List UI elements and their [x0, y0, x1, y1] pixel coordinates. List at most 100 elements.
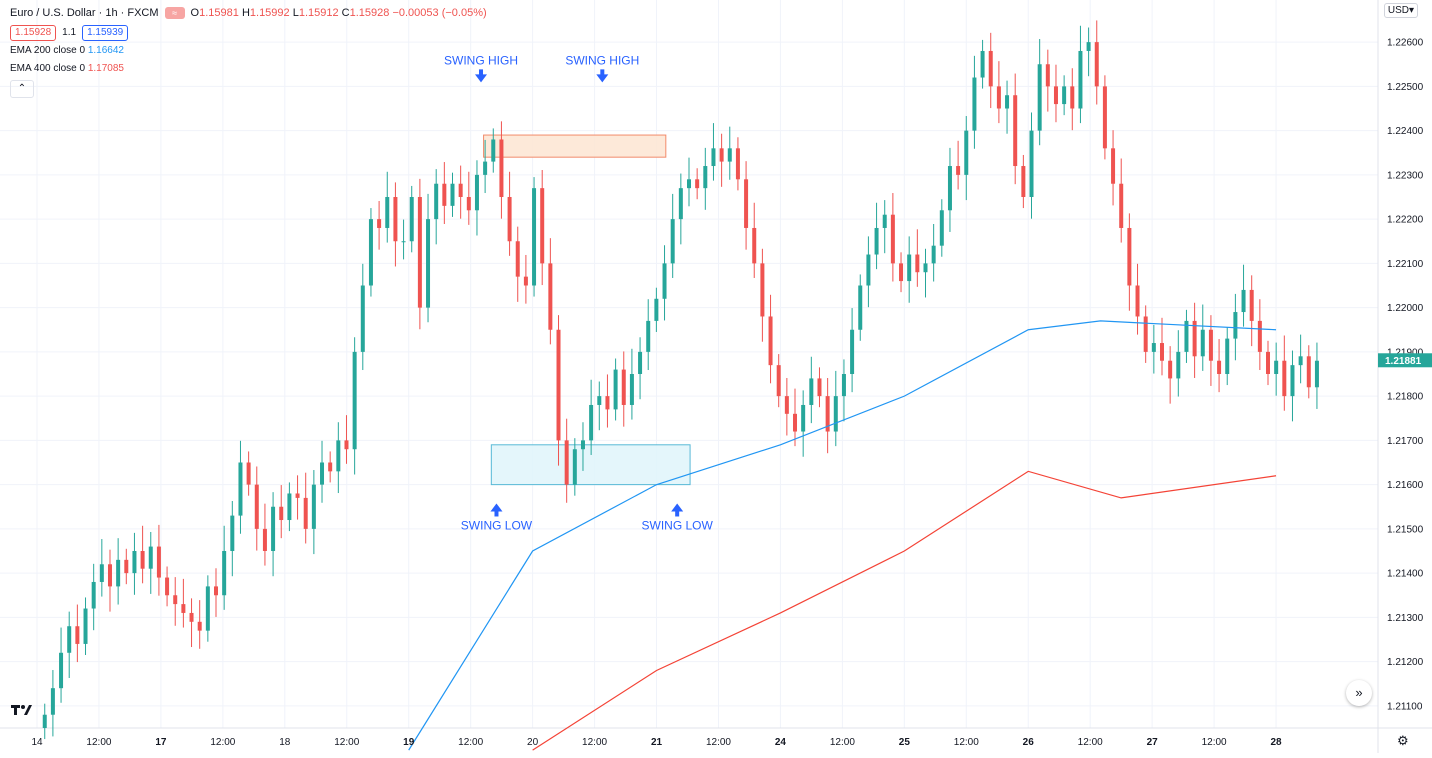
arrow-up-icon — [494, 510, 499, 517]
candle-body — [1070, 86, 1075, 109]
arrow-down-icon — [478, 69, 483, 76]
candle-body — [784, 396, 789, 414]
candle-body — [1111, 148, 1116, 184]
candle-body — [662, 263, 667, 299]
candle-body — [238, 462, 243, 516]
candle-body — [336, 440, 341, 472]
swing-label: SWING LOW — [642, 518, 714, 532]
candle-body — [1184, 320, 1189, 352]
gear-icon[interactable]: ⚙ — [1397, 733, 1409, 748]
candle-body — [246, 462, 251, 485]
candle-body — [947, 166, 952, 211]
candle-body — [1102, 86, 1107, 149]
candle-body — [1168, 360, 1173, 379]
candle-body — [1086, 42, 1091, 51]
scroll-to-realtime-button[interactable]: » — [1346, 680, 1372, 706]
candle-body — [817, 378, 822, 397]
tradingview-logo-icon[interactable] — [10, 703, 36, 723]
candle-body — [735, 148, 740, 180]
price-tick-label: 1.21300 — [1387, 613, 1424, 624]
candle-body — [1135, 285, 1140, 317]
candle-body — [1078, 50, 1083, 109]
candle-body — [988, 50, 993, 87]
candle-body — [1062, 86, 1067, 105]
candle-body — [850, 329, 855, 374]
candle-body — [678, 188, 683, 220]
ema400-legend[interactable]: EMA 400 close 0 1.17085 — [10, 63, 124, 74]
candle-body — [613, 369, 618, 410]
candle-body — [344, 440, 349, 450]
currency-selector[interactable]: USD▾ — [1383, 3, 1418, 18]
ohlc-values: O1.15981 H1.15992 L1.15912 C1.15928 −0.0… — [190, 7, 487, 19]
time-tick-label: 17 — [155, 737, 167, 748]
candle-body — [401, 241, 406, 243]
price-tick-label: 1.21200 — [1387, 657, 1424, 668]
time-tick-label: 12:00 — [86, 737, 111, 748]
candle-body — [466, 197, 471, 211]
candle-body — [1257, 320, 1262, 352]
symbol-title[interactable]: Euro / U.S. Dollar · 1h · FXCM — [10, 7, 159, 19]
candle-body — [181, 604, 186, 613]
candle-body — [271, 506, 276, 551]
candle-body — [580, 440, 585, 450]
candle-body — [996, 86, 1001, 109]
candle-body — [409, 197, 414, 242]
candle-body — [1200, 329, 1205, 357]
candle-body — [311, 484, 316, 529]
candle-body — [915, 254, 920, 273]
candle-body — [230, 515, 235, 551]
candle-body — [760, 263, 765, 317]
candle-body — [214, 586, 219, 596]
price-tick-label: 1.21900 — [1387, 347, 1424, 358]
candle-body — [638, 351, 643, 374]
time-tick-label: 12:00 — [1202, 737, 1227, 748]
candle-body — [50, 688, 55, 715]
time-tick-label: 24 — [775, 737, 787, 748]
time-tick-label: 18 — [279, 737, 291, 748]
candle-body — [931, 245, 936, 264]
spread-value: 1.1 — [62, 27, 77, 38]
time-tick-label: 25 — [899, 737, 911, 748]
arrow-down-icon — [474, 74, 487, 83]
candle-body — [1192, 320, 1197, 357]
candle-body — [768, 316, 773, 366]
time-tick-label: 12:00 — [830, 737, 855, 748]
candle-body — [1290, 365, 1295, 397]
candle-body — [654, 298, 659, 321]
flag-icon[interactable]: ≈ — [164, 7, 185, 19]
time-tick-label: 20 — [527, 737, 539, 748]
time-tick-label: 19 — [403, 737, 415, 748]
candle-body — [116, 559, 121, 587]
candle-body — [841, 374, 846, 397]
candle-body — [719, 148, 724, 162]
candle-body — [352, 351, 357, 450]
sell-button[interactable]: 1.15928 — [10, 25, 57, 41]
swing-label: SWING HIGH — [444, 53, 518, 67]
candle-body — [874, 227, 879, 255]
candle-body — [483, 161, 488, 175]
last-price-badge — [1378, 353, 1432, 368]
candle-body — [368, 219, 373, 286]
time-tick-label: 27 — [1147, 737, 1159, 748]
price-tick-label: 1.22400 — [1387, 126, 1424, 137]
chevron-up-icon[interactable]: ⌃ — [10, 80, 34, 98]
price-tick-label: 1.22600 — [1387, 38, 1424, 49]
buy-button[interactable]: 1.15939 — [82, 25, 129, 41]
last-price-label: 1.21881 — [1385, 356, 1422, 367]
candle-body — [1266, 351, 1271, 374]
candle-body — [303, 497, 308, 529]
ema400-line — [532, 470, 1277, 751]
candle-body — [197, 621, 202, 631]
candle-body — [1013, 95, 1018, 167]
swing-label: SWING LOW — [461, 518, 533, 532]
candle-body — [426, 219, 431, 308]
candle-body — [99, 564, 104, 582]
candle-body — [393, 197, 398, 242]
time-tick-label: 12:00 — [706, 737, 731, 748]
candle-body — [507, 197, 512, 242]
candle-body — [1249, 289, 1254, 321]
candle-body — [1217, 360, 1222, 374]
ema200-legend[interactable]: EMA 200 close 0 1.16642 — [10, 45, 124, 56]
